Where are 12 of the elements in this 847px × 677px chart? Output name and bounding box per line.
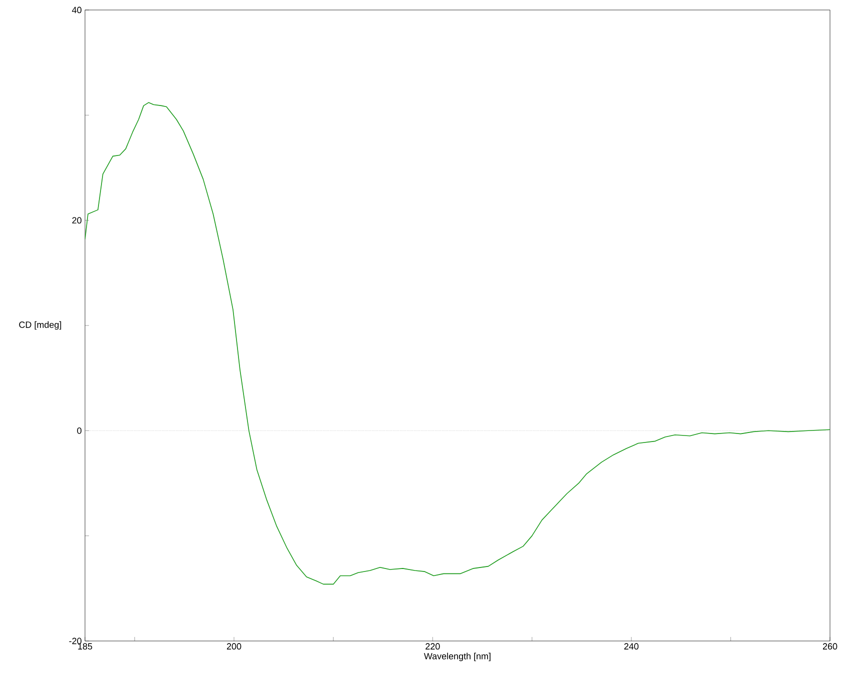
x-tick-label: 240 [624, 643, 638, 650]
y-tick-label: -20 [69, 638, 82, 644]
x-tick-label: 220 [426, 643, 440, 650]
x-tick-label: 260 [822, 643, 838, 650]
x-tick-label: 185 [78, 643, 92, 650]
y-tick-label: 0 [77, 427, 82, 434]
x-tick-label: 200 [226, 643, 242, 650]
y-tick-label: 20 [72, 217, 82, 224]
y-axis-title: CD [mdeg] [19, 321, 62, 330]
x-axis-title: Wavelength [nm] [424, 652, 490, 662]
line-series [85, 102, 830, 585]
y-tick-label: 40 [72, 6, 82, 14]
